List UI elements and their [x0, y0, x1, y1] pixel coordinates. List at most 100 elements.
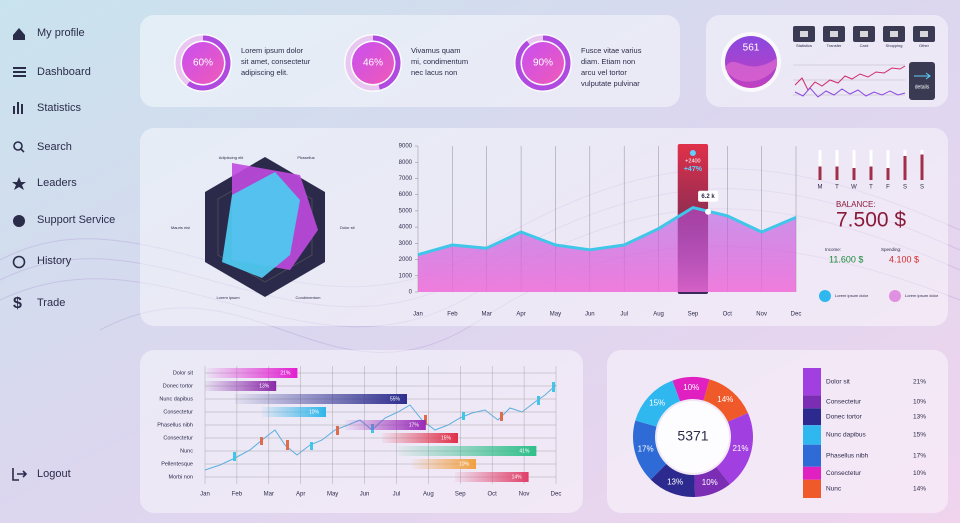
y-tick-label: 7000 — [399, 176, 413, 182]
legend-swatch — [803, 408, 821, 426]
gantt-label: Dolor sit — [173, 370, 194, 376]
balance-amount: 7.500 $ — [836, 209, 906, 232]
gantt-label: Nunc dapibus — [159, 396, 193, 402]
highlight-delta: +2400 — [685, 158, 700, 164]
wallet-button-label: Card — [860, 43, 869, 48]
donut-segment — [716, 412, 753, 485]
gantt-month: Jan — [200, 492, 210, 498]
x-tick-label: Aug — [653, 312, 664, 318]
gantt-label: Pellentesque — [161, 461, 193, 467]
gantt-label: Consectetur — [163, 409, 193, 415]
nav-item[interactable]: Trade — [37, 297, 65, 309]
x-tick-label: Jun — [585, 312, 595, 318]
slider-day: M — [818, 185, 823, 191]
kpi-text: Vivamus quam — [411, 46, 460, 55]
area — [418, 207, 796, 292]
gantt-label: Nunc — [180, 448, 193, 454]
donut-label: 17% — [638, 444, 654, 453]
radar-label: Phasellus — [297, 155, 314, 160]
donut-segment — [635, 380, 681, 427]
legend-text: Lorem ipsum dolor — [835, 293, 869, 298]
mini-chart — [793, 64, 906, 98]
legend-dot — [819, 290, 831, 302]
wallet-button-label: Transfer — [827, 43, 842, 48]
nav-item[interactable]: Support Service — [37, 214, 115, 226]
radar — [205, 157, 325, 297]
y-tick-label: 1000 — [399, 273, 413, 279]
gantt-month: Sep — [455, 492, 466, 498]
x-tick-label: Sep — [688, 312, 699, 318]
nav-item[interactable]: My profile — [37, 27, 85, 39]
x-tick-label: Nov — [756, 312, 767, 318]
gantt-month: Nov — [519, 492, 530, 498]
gantt-label: Donec tortor — [163, 383, 193, 389]
legend-swatch — [803, 444, 821, 467]
wallet-button-icon — [800, 31, 808, 37]
kpi-ball — [352, 42, 394, 84]
gantt-value: 14% — [512, 474, 523, 480]
gantt-label: Consectetur — [163, 435, 193, 441]
gantt-value: 17% — [409, 422, 420, 428]
y-tick-label: 4000 — [399, 225, 413, 231]
tag: 6.2 k — [701, 194, 715, 200]
kpi-text: arcu vel tortor — [581, 68, 627, 77]
gantt-month: Feb — [232, 492, 243, 498]
donut-label: 14% — [717, 395, 733, 404]
y-tick-label: 5000 — [399, 208, 413, 214]
sidebar-icons: $ — [12, 28, 28, 481]
radar-label: Adipiscing elit — [219, 155, 244, 160]
nav-item[interactable]: Search — [37, 141, 72, 153]
gantt-bar — [207, 368, 298, 378]
kpi-ball — [182, 42, 224, 84]
income-value: 11.600 $ — [829, 254, 863, 264]
gantt-month: Dec — [551, 492, 562, 498]
y-tick-label: 0 — [409, 290, 413, 296]
slider-day: F — [886, 185, 890, 191]
donut-label: 21% — [732, 444, 748, 453]
nav-item[interactable]: Leaders — [37, 177, 77, 189]
y-tick-label: 2000 — [399, 257, 413, 263]
gantt-bar — [382, 433, 458, 443]
donut-total: 5371 — [677, 428, 708, 444]
x-tick-label: Jan — [413, 312, 423, 318]
kpi-value: 90% — [533, 58, 553, 69]
legend-label: Consectetur — [826, 470, 862, 477]
legend-label: Dolor sit — [826, 378, 850, 385]
wallet-button-icon — [860, 31, 868, 37]
wallet-button-label: Shopping — [886, 43, 903, 48]
gauge-wave — [725, 58, 777, 82]
legend-value: 15% — [913, 432, 926, 439]
highlight-icon — [689, 150, 696, 156]
kpi-ring-arc — [515, 35, 571, 91]
gantt-value: 15% — [441, 435, 452, 441]
legend-swatch — [803, 425, 821, 445]
gantt-month: Jun — [360, 492, 370, 498]
income-label: Income: — [825, 247, 841, 252]
x-tick-label: Oct — [723, 312, 733, 318]
gauge-value: 561 — [743, 43, 760, 54]
radar-label: Mauris nisi — [171, 225, 190, 230]
logout[interactable]: Logout — [37, 468, 71, 480]
y-tick-label: 8000 — [399, 160, 413, 166]
line — [417, 206, 797, 257]
legend-label: Nunc — [826, 486, 842, 493]
kpi-ring-arc — [372, 35, 401, 90]
nav-item[interactable]: Statistics — [37, 102, 82, 114]
x-tick-label: Dec — [791, 312, 802, 318]
gantt-value: 13% — [259, 383, 270, 389]
legend-swatch — [803, 368, 821, 396]
wallet-button-icon — [830, 31, 838, 37]
legend-value: 17% — [913, 452, 926, 459]
legend-value: 14% — [913, 486, 926, 493]
gantt-value: 55% — [390, 396, 401, 402]
gantt-month: Jul — [393, 492, 401, 498]
gantt-month: May — [327, 492, 338, 498]
kpi-text: Lorem ipsum dolor — [241, 46, 304, 55]
nav-item[interactable]: History — [37, 255, 72, 267]
donut-segment — [633, 420, 667, 480]
details-button[interactable] — [909, 62, 935, 100]
nav-item[interactable]: Dashboard — [37, 66, 91, 78]
legend-label: Phasellus nibh — [826, 452, 869, 459]
